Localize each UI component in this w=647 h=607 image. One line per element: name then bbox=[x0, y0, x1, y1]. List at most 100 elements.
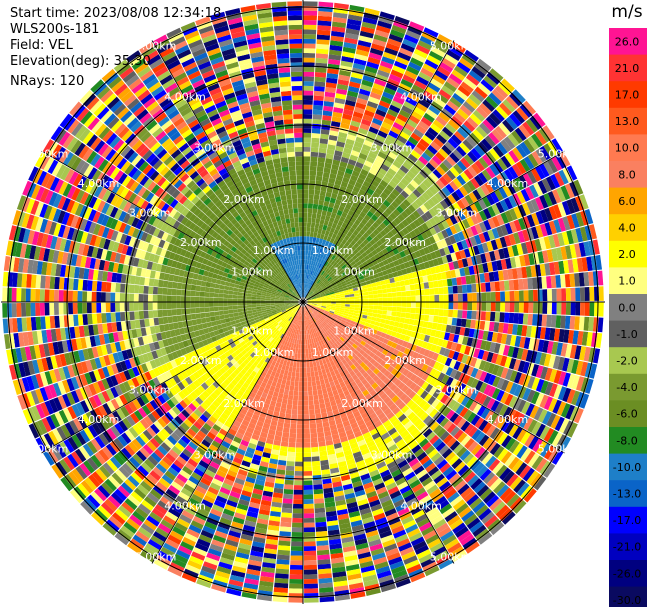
velocity-gate bbox=[398, 366, 406, 374]
velocity-gate bbox=[428, 158, 439, 169]
velocity-gate bbox=[521, 401, 531, 415]
velocity-gate bbox=[294, 466, 303, 472]
velocity-gate bbox=[463, 120, 476, 132]
velocity-gate bbox=[432, 389, 441, 399]
velocity-gate bbox=[316, 171, 324, 177]
velocity-gate bbox=[471, 66, 486, 79]
velocity-gate bbox=[462, 385, 471, 396]
velocity-gate bbox=[429, 408, 439, 418]
velocity-gate bbox=[470, 177, 480, 189]
velocity-gate bbox=[500, 139, 512, 153]
velocity-gate bbox=[523, 100, 537, 115]
velocity-gate bbox=[418, 155, 429, 166]
velocity-gate bbox=[366, 61, 380, 70]
velocity-gate bbox=[509, 113, 522, 127]
velocity-gate bbox=[364, 192, 372, 200]
velocity-gate bbox=[496, 226, 504, 238]
velocity-gate bbox=[349, 76, 362, 84]
velocity-gate bbox=[512, 347, 520, 359]
velocity-gate bbox=[311, 286, 315, 291]
velocity-gate bbox=[575, 360, 584, 376]
velocity-gate bbox=[405, 330, 412, 337]
velocity-gate bbox=[508, 195, 518, 208]
velocity-gate bbox=[574, 345, 582, 360]
velocity-gate bbox=[330, 293, 336, 296]
velocity-gate bbox=[369, 47, 384, 56]
velocity-gate bbox=[330, 318, 336, 323]
velocity-gate bbox=[313, 489, 324, 495]
velocity-gate bbox=[309, 292, 314, 296]
velocity-gate bbox=[419, 35, 435, 47]
velocity-gate bbox=[527, 136, 539, 151]
velocity-gate bbox=[498, 322, 504, 333]
velocity-gate bbox=[448, 294, 454, 302]
velocity-gate bbox=[443, 81, 457, 93]
velocity-gate bbox=[402, 274, 409, 281]
velocity-gate bbox=[457, 362, 466, 373]
velocity-gate bbox=[455, 343, 462, 353]
velocity-gate bbox=[344, 278, 351, 283]
velocity-gate bbox=[437, 212, 446, 222]
velocity-gate bbox=[507, 268, 514, 280]
velocity-gate bbox=[474, 234, 482, 245]
velocity-gate bbox=[575, 212, 585, 227]
velocity-gate bbox=[498, 248, 506, 260]
velocity-gate bbox=[288, 437, 296, 443]
velocity-gate bbox=[520, 485, 534, 500]
velocity-gate bbox=[310, 293, 315, 297]
velocity-gate bbox=[341, 238, 347, 245]
velocity-gate bbox=[477, 172, 488, 184]
velocity-gate bbox=[380, 95, 393, 105]
velocity-gate bbox=[350, 72, 363, 80]
velocity-gate bbox=[567, 373, 576, 389]
velocity-gate bbox=[405, 290, 411, 297]
velocity-gate bbox=[415, 102, 428, 113]
velocity-gate bbox=[434, 345, 442, 354]
velocity-gate bbox=[342, 325, 348, 330]
velocity-gate bbox=[498, 122, 511, 136]
velocity-gate bbox=[433, 315, 439, 323]
velocity-gate bbox=[417, 40, 433, 51]
velocity-gate bbox=[305, 245, 309, 251]
velocity-gate bbox=[299, 372, 303, 378]
velocity-gate bbox=[349, 291, 354, 295]
velocity-gate bbox=[532, 277, 538, 290]
velocity-gate bbox=[523, 254, 531, 266]
velocity-gate bbox=[367, 312, 373, 317]
elevation-line: Elevation(deg): 35.30 bbox=[10, 54, 221, 70]
velocity-gate bbox=[425, 302, 430, 309]
velocity-gate bbox=[470, 274, 476, 284]
velocity-gate bbox=[297, 348, 301, 354]
velocity-gate bbox=[304, 597, 319, 603]
velocity-gate bbox=[318, 398, 325, 405]
velocity-gate bbox=[440, 271, 447, 280]
velocity-gate bbox=[346, 134, 357, 141]
velocity-gate bbox=[440, 238, 448, 248]
velocity-gate bbox=[315, 284, 320, 289]
velocity-gate bbox=[347, 325, 354, 330]
velocity-gate bbox=[439, 248, 446, 257]
velocity-gate bbox=[315, 307, 321, 310]
velocity-gate bbox=[376, 357, 383, 364]
velocity-gate bbox=[592, 348, 601, 364]
velocity-gate bbox=[539, 163, 550, 178]
velocity-gate bbox=[324, 196, 331, 202]
velocity-gate bbox=[561, 302, 567, 315]
velocity-gate bbox=[479, 221, 487, 233]
velocity-gate bbox=[395, 56, 410, 66]
velocity-gate bbox=[326, 262, 331, 268]
velocity-gate bbox=[323, 287, 329, 292]
velocity-gate bbox=[379, 353, 386, 360]
velocity-gate bbox=[526, 214, 536, 228]
velocity-gate bbox=[493, 249, 501, 261]
velocity-gate bbox=[307, 297, 312, 301]
velocity-gate bbox=[514, 256, 522, 268]
velocity-gate bbox=[310, 286, 314, 291]
velocity-gate bbox=[330, 304, 336, 307]
velocity-gate bbox=[317, 268, 322, 274]
velocity-gate bbox=[490, 281, 496, 292]
velocity-gate bbox=[546, 341, 554, 354]
velocity-gate bbox=[413, 146, 424, 156]
velocity-gate bbox=[385, 82, 398, 92]
velocity-gate bbox=[517, 230, 526, 243]
